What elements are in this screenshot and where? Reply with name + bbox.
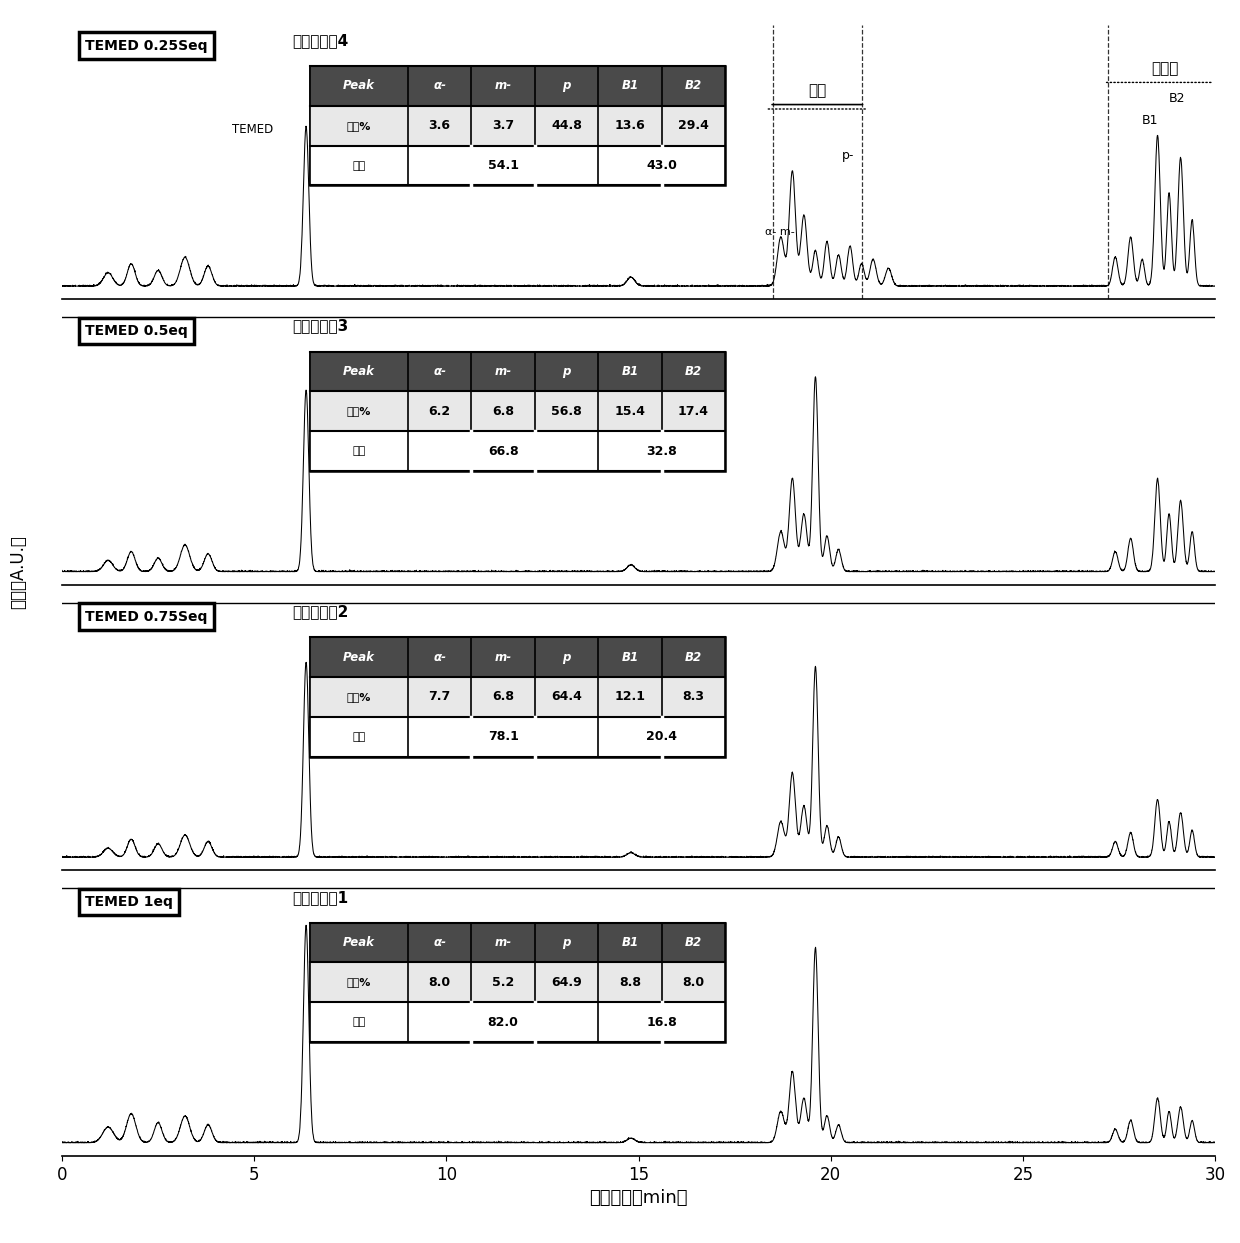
Text: 制备实施例3: 制备实施例3 (293, 318, 348, 333)
Text: 面积%: 面积% (347, 121, 371, 131)
Text: 8.3: 8.3 (682, 690, 704, 704)
FancyBboxPatch shape (310, 66, 725, 185)
Text: Peak: Peak (343, 365, 374, 378)
Text: B1: B1 (621, 365, 639, 378)
Text: p: p (562, 650, 570, 664)
Text: 66.8: 66.8 (487, 445, 518, 457)
FancyBboxPatch shape (310, 962, 725, 1002)
Text: TEMED 0.75Seq: TEMED 0.75Seq (86, 609, 207, 624)
Text: B1: B1 (621, 80, 639, 92)
FancyBboxPatch shape (310, 638, 725, 757)
Text: 总和: 总和 (352, 446, 366, 456)
Text: 产物: 产物 (808, 83, 827, 98)
Text: B2: B2 (1168, 92, 1185, 104)
Text: p: p (562, 365, 570, 378)
Text: 制备实施例4: 制备实施例4 (293, 34, 348, 48)
Text: Peak: Peak (343, 650, 374, 664)
Text: B2: B2 (684, 936, 702, 948)
FancyBboxPatch shape (310, 352, 725, 392)
Text: 44.8: 44.8 (551, 119, 582, 132)
FancyBboxPatch shape (310, 922, 725, 962)
Text: B2: B2 (684, 80, 702, 92)
Text: 54.1: 54.1 (487, 159, 518, 172)
Text: 64.4: 64.4 (551, 690, 582, 704)
Text: 29.4: 29.4 (678, 119, 709, 132)
Text: α- m-: α- m- (765, 227, 795, 237)
Text: 43.0: 43.0 (646, 159, 677, 172)
Text: 5.2: 5.2 (492, 976, 515, 989)
Text: 16.8: 16.8 (646, 1016, 677, 1029)
Text: TEMED: TEMED (232, 123, 273, 135)
FancyBboxPatch shape (310, 66, 725, 106)
Text: B1: B1 (1142, 113, 1158, 127)
Text: 20.4: 20.4 (646, 730, 677, 743)
Text: B1: B1 (621, 936, 639, 948)
Text: α-: α- (433, 650, 446, 664)
Text: m-: m- (495, 650, 512, 664)
Text: 56.8: 56.8 (551, 405, 582, 418)
FancyBboxPatch shape (310, 677, 725, 717)
Text: 6.2: 6.2 (429, 405, 450, 418)
Text: 3.7: 3.7 (492, 119, 515, 132)
Text: Peak: Peak (343, 936, 374, 948)
Text: 17.4: 17.4 (678, 405, 709, 418)
Text: 总和: 总和 (352, 732, 366, 742)
Text: TEMED 0.25Seq: TEMED 0.25Seq (86, 39, 207, 52)
Text: 82.0: 82.0 (487, 1016, 518, 1029)
Text: m-: m- (495, 365, 512, 378)
Text: 15.4: 15.4 (615, 405, 646, 418)
Text: 64.9: 64.9 (551, 976, 582, 989)
Text: 总和: 总和 (352, 160, 366, 170)
Text: Peak: Peak (343, 80, 374, 92)
Text: 3.6: 3.6 (429, 119, 450, 132)
Text: 总和: 总和 (352, 1017, 366, 1027)
FancyBboxPatch shape (310, 106, 725, 145)
Text: p-: p- (842, 149, 854, 162)
FancyBboxPatch shape (310, 638, 725, 677)
Text: B1: B1 (621, 650, 639, 664)
Text: 强度（A.U.）: 强度（A.U.） (10, 534, 27, 609)
FancyBboxPatch shape (310, 717, 725, 757)
Text: α-: α- (433, 365, 446, 378)
FancyBboxPatch shape (310, 352, 725, 471)
Text: p: p (562, 80, 570, 92)
Text: m-: m- (495, 936, 512, 948)
FancyBboxPatch shape (310, 1002, 725, 1042)
FancyBboxPatch shape (310, 922, 725, 1042)
FancyBboxPatch shape (310, 431, 725, 471)
FancyBboxPatch shape (310, 145, 725, 185)
Text: TEMED 1eq: TEMED 1eq (86, 895, 172, 909)
Text: 8.8: 8.8 (619, 976, 641, 989)
X-axis label: 保留时间（min）: 保留时间（min） (589, 1190, 688, 1207)
Text: 12.1: 12.1 (615, 690, 646, 704)
Text: 面积%: 面积% (347, 406, 371, 416)
Text: 制备实施例2: 制备实施例2 (293, 604, 348, 619)
Text: 7.7: 7.7 (429, 690, 451, 704)
Text: m-: m- (495, 80, 512, 92)
Text: B2: B2 (684, 650, 702, 664)
Text: 13.6: 13.6 (615, 119, 645, 132)
Text: 面积%: 面积% (347, 977, 371, 987)
Text: α-: α- (433, 80, 446, 92)
Text: α-: α- (433, 936, 446, 948)
Text: 制备实施例1: 制备实施例1 (293, 890, 348, 905)
Text: 6.8: 6.8 (492, 405, 515, 418)
Text: TEMED 0.5eq: TEMED 0.5eq (86, 324, 187, 338)
Text: 32.8: 32.8 (646, 445, 677, 457)
Text: B2: B2 (684, 365, 702, 378)
Text: 面积%: 面积% (347, 692, 371, 702)
Text: 78.1: 78.1 (487, 730, 518, 743)
Text: 副产物: 副产物 (1152, 61, 1179, 76)
Text: 8.0: 8.0 (429, 976, 450, 989)
Text: p: p (562, 936, 570, 948)
Text: 6.8: 6.8 (492, 690, 515, 704)
FancyBboxPatch shape (310, 392, 725, 431)
Text: 8.0: 8.0 (682, 976, 704, 989)
